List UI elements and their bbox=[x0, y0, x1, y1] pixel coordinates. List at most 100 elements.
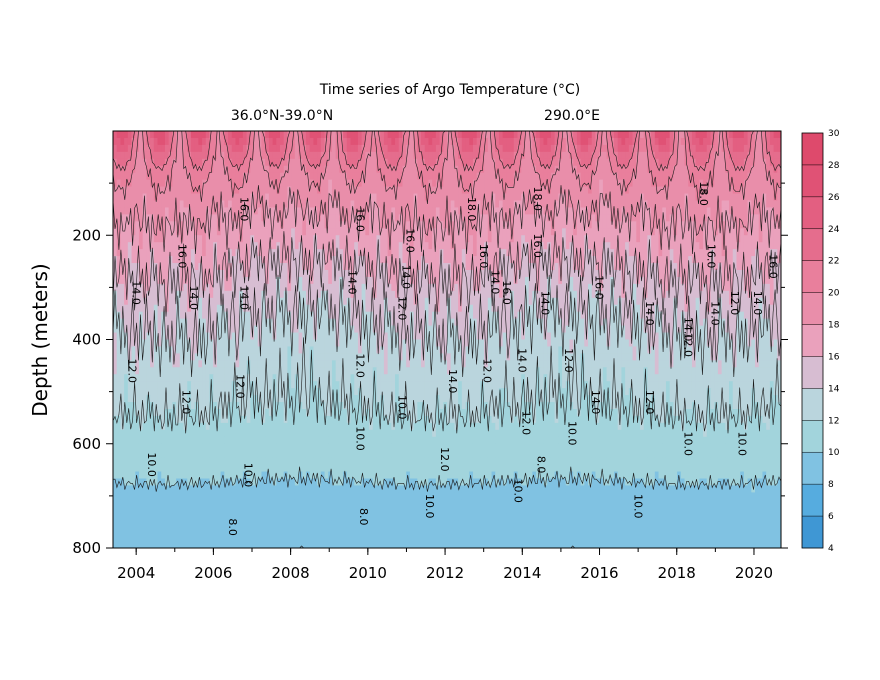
temperature-cell bbox=[198, 242, 203, 250]
temperature-cell bbox=[179, 290, 185, 299]
temperature-cell bbox=[220, 283, 225, 292]
temperature-cell bbox=[242, 158, 248, 167]
temperature-cell bbox=[365, 228, 370, 236]
temperature-cell bbox=[688, 276, 693, 285]
temperature-cell bbox=[662, 228, 667, 236]
temperature-cell bbox=[536, 165, 541, 174]
temperature-cell bbox=[621, 221, 626, 229]
temperature-cell bbox=[740, 276, 745, 285]
temperature-cell bbox=[447, 200, 452, 209]
temperature-cell bbox=[387, 221, 392, 229]
temperature-cell bbox=[643, 283, 648, 292]
temperature-cell bbox=[495, 172, 500, 181]
temperature-cell bbox=[651, 131, 656, 139]
temperature-cell bbox=[580, 290, 585, 299]
temperature-cell bbox=[298, 137, 303, 146]
temperature-cell bbox=[291, 200, 296, 209]
temperature-cell bbox=[443, 290, 448, 299]
temperature-cell bbox=[550, 137, 556, 146]
temperature-cell bbox=[157, 249, 162, 257]
temperature-cell bbox=[588, 228, 593, 236]
temperature-cell bbox=[402, 242, 407, 250]
temperature-cell bbox=[732, 158, 738, 167]
temperature-cell bbox=[265, 193, 270, 202]
temperature-cell bbox=[150, 235, 155, 243]
temperature-cell bbox=[758, 158, 764, 167]
temperature-cell bbox=[228, 193, 233, 202]
temperature-cell bbox=[328, 263, 333, 271]
temperature-cell bbox=[606, 221, 611, 229]
temperature-cell bbox=[688, 270, 693, 278]
temperature-cell bbox=[428, 165, 433, 174]
temperature-cell bbox=[168, 137, 173, 146]
temperature-cell bbox=[305, 304, 311, 313]
temperature-cell bbox=[135, 186, 140, 195]
temperature-cell bbox=[365, 137, 370, 146]
temperature-cell bbox=[495, 221, 500, 229]
temperature-cell bbox=[272, 228, 277, 236]
temperature-cell bbox=[691, 311, 697, 320]
temperature-cell bbox=[528, 151, 533, 160]
temperature-cell bbox=[591, 283, 597, 292]
temperature-cell bbox=[539, 137, 545, 146]
temperature-cell bbox=[595, 165, 600, 174]
temperature-cell bbox=[703, 200, 708, 209]
temperature-cell bbox=[176, 311, 181, 320]
temperature-cell bbox=[127, 318, 133, 327]
temperature-cell bbox=[398, 242, 404, 250]
temperature-cell bbox=[135, 242, 140, 250]
temperature-cell bbox=[261, 179, 266, 188]
temperature-cell bbox=[380, 193, 385, 202]
temperature-cell bbox=[164, 276, 170, 285]
temperature-cell bbox=[743, 270, 749, 278]
temperature-cell bbox=[621, 256, 626, 264]
temperature-cell bbox=[576, 311, 582, 320]
temperature-cell bbox=[510, 158, 515, 167]
temperature-cell bbox=[153, 165, 159, 174]
temperature-cell bbox=[257, 270, 263, 278]
temperature-cell bbox=[558, 297, 563, 306]
temperature-cell bbox=[758, 270, 764, 278]
temperature-cell bbox=[688, 144, 693, 153]
temperature-cell bbox=[606, 318, 611, 327]
temperature-cell bbox=[305, 249, 311, 257]
temperature-cell bbox=[361, 290, 366, 299]
temperature-cell bbox=[625, 290, 630, 299]
temperature-cell bbox=[539, 290, 545, 299]
temperature-cell bbox=[150, 242, 155, 250]
temperature-cell bbox=[569, 165, 574, 174]
temperature-cell bbox=[743, 200, 749, 209]
temperature-cell bbox=[313, 276, 318, 285]
temperature-cell bbox=[710, 276, 715, 285]
temperature-cell bbox=[335, 151, 340, 160]
temperature-cell bbox=[717, 207, 723, 215]
temperature-cell bbox=[298, 221, 303, 229]
temperature-cell bbox=[157, 276, 162, 285]
temperature-cell bbox=[643, 263, 648, 271]
temperature-cell bbox=[543, 186, 548, 195]
temperature-cell bbox=[157, 158, 162, 167]
temperature-cell bbox=[506, 214, 511, 222]
temperature-cell bbox=[558, 172, 563, 181]
temperature-cell bbox=[365, 214, 370, 222]
temperature-cell bbox=[636, 207, 641, 215]
temperature-cell bbox=[769, 235, 775, 243]
temperature-cell bbox=[443, 151, 448, 160]
temperature-cell bbox=[495, 304, 500, 313]
temperature-cell bbox=[777, 200, 781, 209]
temperature-cell bbox=[213, 276, 218, 285]
temperature-cell bbox=[124, 249, 129, 257]
temperature-cell bbox=[729, 221, 734, 229]
temperature-cell bbox=[554, 221, 559, 229]
temperature-cell bbox=[235, 151, 240, 160]
temperature-cell bbox=[773, 172, 778, 181]
temperature-cell bbox=[532, 283, 537, 292]
temperature-cell bbox=[276, 318, 281, 327]
temperature-cell bbox=[606, 297, 611, 306]
temperature-cell bbox=[762, 256, 767, 264]
temperature-cell bbox=[317, 256, 322, 264]
temperature-cell bbox=[213, 158, 218, 167]
temperature-cell bbox=[584, 263, 589, 271]
temperature-cell bbox=[521, 276, 526, 285]
temperature-cell bbox=[376, 283, 381, 292]
